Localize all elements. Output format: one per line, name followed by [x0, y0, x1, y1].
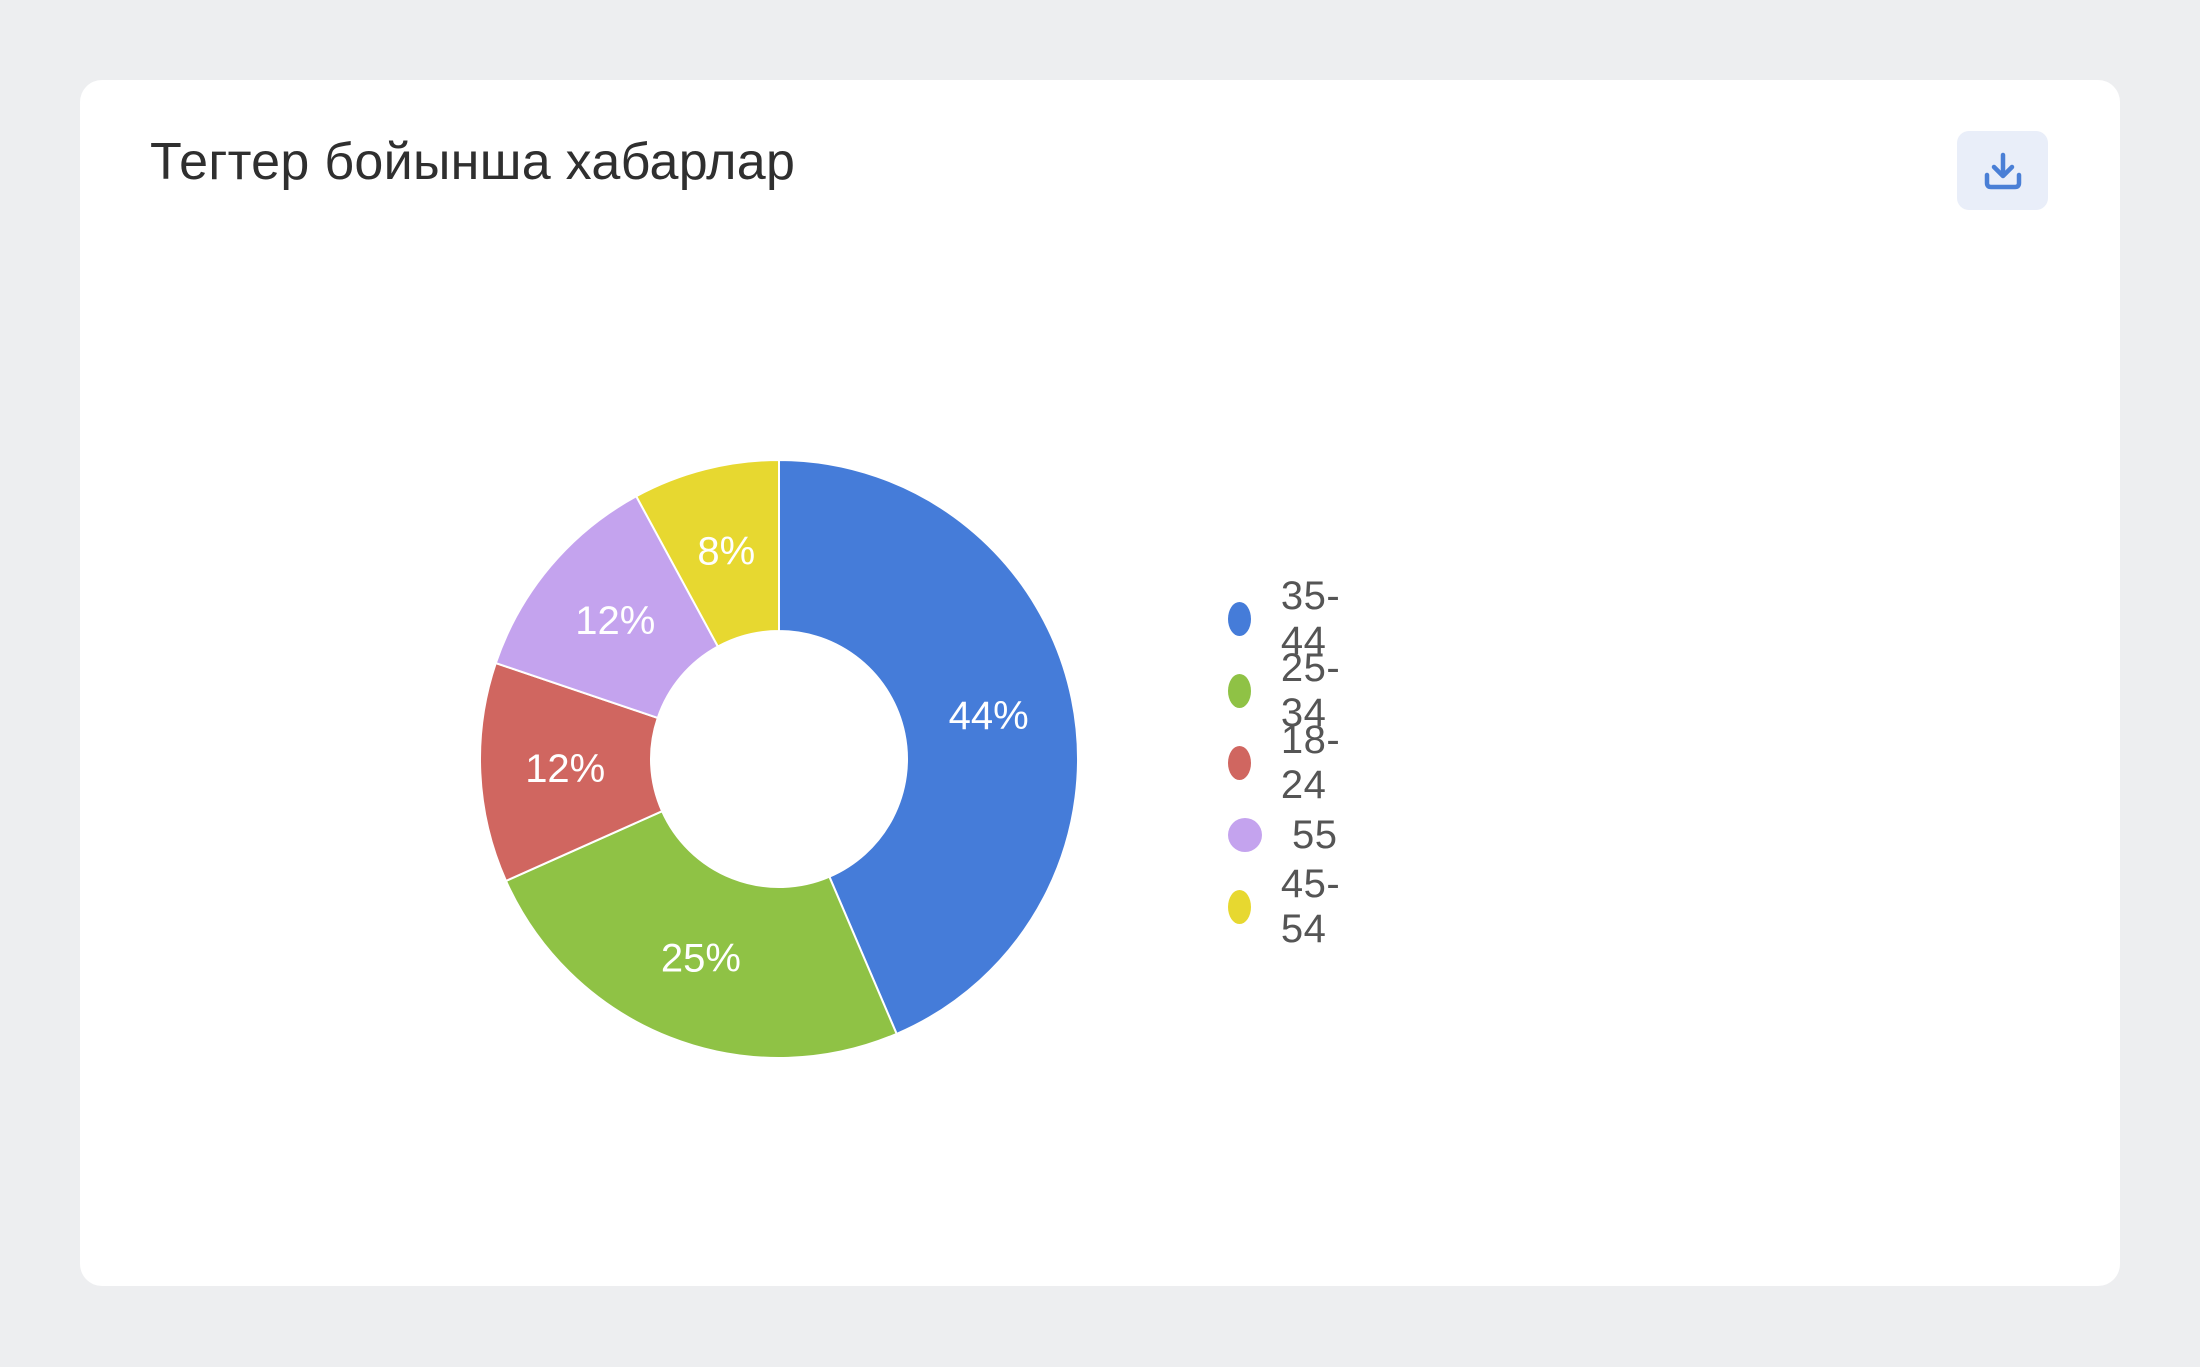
legend-label: 45-54 — [1280, 862, 1341, 951]
legend-swatch — [1228, 746, 1251, 780]
donut-slice-25-34[interactable] — [504, 809, 898, 1059]
slice-percent-label: 44% — [949, 694, 1029, 738]
donut-slice-18-24[interactable] — [479, 661, 664, 883]
slice-percent-label: 12% — [575, 599, 655, 643]
legend-item[interactable]: 35-44 — [1228, 574, 1351, 663]
chart-title: Тегтер бойынша хабарлар — [150, 133, 796, 191]
legend-swatch — [1228, 674, 1251, 708]
chart-card: Тегтер бойынша хабарлар 44% 25% 12% 12% 8% 3… — [80, 80, 2120, 1286]
legend-swatch — [1228, 818, 1262, 852]
donut-chart: 44% 25% 12% 12% 8% — [479, 458, 1079, 1059]
legend-item[interactable]: 18-24 — [1228, 718, 1351, 807]
donut-slice-55[interactable] — [494, 494, 720, 720]
legend-label: 18-24 — [1280, 718, 1341, 807]
donut-slice-45-54[interactable] — [634, 458, 780, 648]
donut-slice-35-44[interactable] — [778, 458, 1079, 1036]
legend-label: 25-34 — [1280, 646, 1341, 735]
legend-swatch — [1228, 890, 1251, 924]
legend-item[interactable]: 55 — [1228, 805, 1338, 865]
legend-item[interactable]: 25-34 — [1228, 646, 1351, 735]
slice-percent-label: 8% — [697, 530, 755, 574]
legend-item[interactable]: 45-54 — [1228, 862, 1351, 951]
legend-label: 55 — [1292, 812, 1338, 857]
download-icon — [1984, 152, 2021, 189]
slice-percent-label: 12% — [525, 747, 605, 791]
slice-percent-label: 25% — [661, 936, 741, 980]
legend-label: 35-44 — [1280, 574, 1341, 663]
download-button[interactable] — [1957, 131, 2048, 210]
legend-swatch — [1228, 602, 1251, 636]
